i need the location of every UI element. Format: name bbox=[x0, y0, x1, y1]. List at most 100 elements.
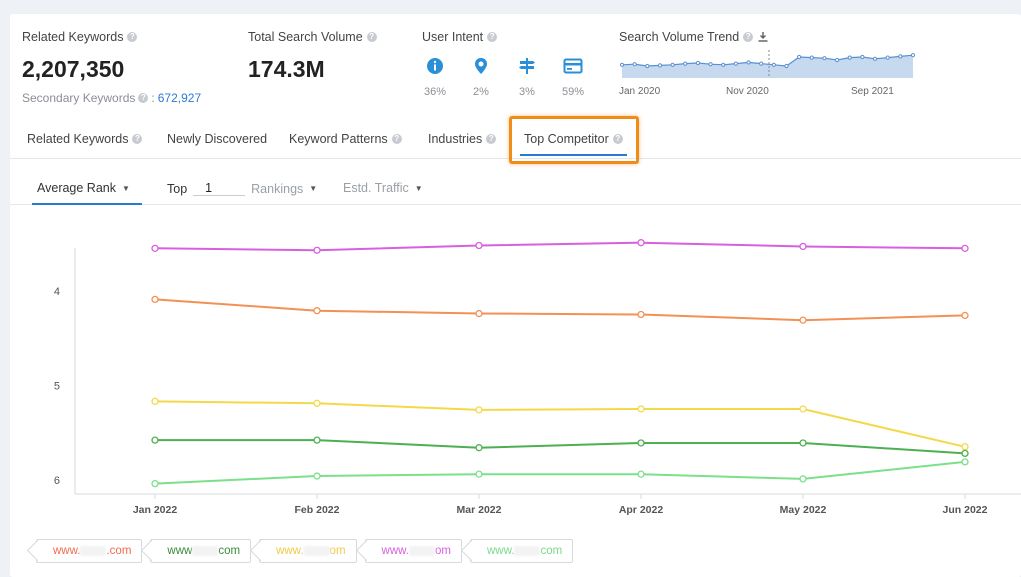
sparkline-point bbox=[645, 63, 650, 69]
series-line[interactable] bbox=[154, 298, 966, 322]
series-point[interactable] bbox=[799, 242, 807, 251]
legend-suffix: com bbox=[218, 545, 241, 557]
caret-down-icon[interactable]: ▼ bbox=[309, 184, 318, 193]
series-point[interactable] bbox=[637, 439, 645, 447]
series-point[interactable] bbox=[961, 311, 969, 320]
series-point[interactable] bbox=[799, 439, 807, 447]
chart-legend: www. .com www com www. om www. om www. com bbox=[36, 539, 574, 563]
estd-traffic-dropdown[interactable]: Estd. Traffic ▼ bbox=[343, 181, 423, 195]
sparkline-point bbox=[670, 62, 675, 67]
series-point[interactable] bbox=[475, 406, 483, 414]
help-icon[interactable]: ? bbox=[127, 32, 138, 42]
series-point[interactable] bbox=[151, 295, 159, 304]
sparkline-point bbox=[771, 62, 776, 67]
series-line[interactable] bbox=[154, 241, 966, 252]
series-point[interactable] bbox=[151, 436, 159, 444]
legend-suffix: .com bbox=[106, 545, 132, 557]
series-point[interactable] bbox=[313, 246, 321, 254]
help-icon[interactable]: ? bbox=[366, 32, 377, 42]
intent-pct: 3% bbox=[519, 86, 535, 98]
series-point[interactable] bbox=[961, 458, 969, 466]
series-point[interactable] bbox=[961, 443, 969, 451]
help-icon[interactable]: ? bbox=[132, 134, 143, 144]
legend-suffix: com bbox=[540, 545, 563, 557]
x-tick-label: Jan 2022 bbox=[133, 504, 178, 516]
caret-down-icon: ▼ bbox=[122, 183, 130, 193]
intent-transactional[interactable]: 59% bbox=[560, 56, 586, 98]
series-point[interactable] bbox=[637, 470, 645, 478]
top-label: Top bbox=[167, 181, 188, 196]
series-point[interactable] bbox=[637, 310, 645, 319]
series-line[interactable] bbox=[154, 400, 966, 448]
sparkline-point bbox=[683, 61, 688, 66]
intent-navigational[interactable]: 3% bbox=[514, 56, 540, 98]
series-line[interactable] bbox=[155, 439, 966, 455]
series-point[interactable] bbox=[313, 472, 321, 480]
series-point[interactable] bbox=[799, 475, 807, 483]
series-point[interactable] bbox=[799, 316, 807, 324]
legend-prefix: www bbox=[167, 545, 193, 557]
series-point[interactable] bbox=[961, 449, 969, 458]
series-line[interactable] bbox=[154, 460, 966, 485]
search-trend-label: Search Volume Trend bbox=[619, 30, 740, 44]
help-icon[interactable]: ? bbox=[391, 134, 402, 144]
search-trend-sparkline[interactable] bbox=[619, 48, 917, 80]
x-tick-label: Jun 2022 bbox=[943, 504, 988, 516]
top-n-input[interactable]: 1 bbox=[193, 181, 246, 196]
trend-x-label: Jan 2020 bbox=[619, 86, 661, 97]
series-point[interactable] bbox=[637, 405, 645, 413]
legend-item[interactable]: www. om bbox=[259, 539, 357, 563]
legend-item[interactable]: www. com bbox=[470, 539, 574, 563]
series-point[interactable] bbox=[799, 405, 807, 413]
tab-newly-discovered[interactable]: Newly Discovered bbox=[167, 132, 267, 146]
tab-keyword-patterns[interactable]: Keyword Patterns? bbox=[289, 132, 402, 146]
series-point[interactable] bbox=[475, 470, 483, 478]
sparkline-point bbox=[708, 62, 713, 67]
tab-label: Industries bbox=[428, 132, 483, 146]
sparkline-point bbox=[809, 55, 814, 60]
help-icon[interactable]: ? bbox=[612, 134, 623, 144]
help-icon[interactable]: ? bbox=[486, 134, 497, 144]
series-point[interactable] bbox=[961, 244, 969, 252]
series-point[interactable] bbox=[475, 444, 483, 452]
legend-item[interactable]: www. om bbox=[364, 539, 462, 563]
help-icon[interactable]: ? bbox=[487, 32, 498, 42]
rankings-dropdown[interactable]: Rankings bbox=[251, 181, 304, 196]
series-point[interactable] bbox=[313, 307, 321, 315]
tab-related-keywords[interactable]: Related Keywords? bbox=[27, 132, 143, 146]
series-point[interactable] bbox=[151, 397, 159, 406]
download-icon[interactable] bbox=[757, 31, 769, 43]
intent-pct: 59% bbox=[561, 86, 585, 98]
top-n-filter: Top 1 Rankings ▼ bbox=[167, 181, 317, 196]
tab-label: Newly Discovered bbox=[167, 132, 268, 146]
user-intent-stat: User Intent? 36% 2% 3% 59% bbox=[422, 30, 586, 98]
related-keywords-value: 2,207,350 bbox=[22, 56, 125, 82]
intent-informational[interactable]: 36% bbox=[422, 56, 448, 98]
series-point[interactable] bbox=[313, 436, 321, 444]
series-point[interactable] bbox=[313, 399, 321, 407]
help-icon[interactable]: ? bbox=[138, 93, 149, 103]
x-tick-label: Feb 2022 bbox=[295, 504, 340, 516]
average-rank-label: Average Rank bbox=[37, 181, 116, 195]
sparkline-point bbox=[860, 54, 865, 60]
series-point[interactable] bbox=[475, 241, 483, 250]
help-icon[interactable]: ? bbox=[743, 32, 754, 42]
tab-top-competitor[interactable]: Top Competitor? bbox=[520, 132, 627, 156]
secondary-keywords-value[interactable]: 672,927 bbox=[157, 91, 202, 105]
sparkline-point bbox=[797, 54, 802, 60]
series-point[interactable] bbox=[637, 239, 645, 247]
legend-item[interactable]: www com bbox=[150, 539, 252, 563]
legend-redacted bbox=[80, 545, 107, 556]
user-intent-label: User Intent bbox=[422, 30, 484, 44]
intent-local[interactable]: 2% bbox=[468, 56, 494, 98]
series-point[interactable] bbox=[475, 309, 483, 318]
y-tick-label: 4 bbox=[54, 286, 60, 298]
tab-industries[interactable]: Industries? bbox=[428, 132, 497, 146]
rank-line-chart[interactable]: 4 5 6 Jan 2022 Feb 2022 Mar 2022 Apr 2022 May 2… bbox=[0, 220, 1021, 525]
related-keywords-label: Related Keywords bbox=[22, 30, 124, 44]
legend-item[interactable]: www. .com bbox=[36, 539, 143, 563]
series-point[interactable] bbox=[151, 244, 159, 252]
average-rank-dropdown[interactable]: Average Rank ▼ bbox=[32, 181, 142, 205]
series-point[interactable] bbox=[151, 479, 159, 488]
sparkline-point bbox=[759, 61, 764, 66]
